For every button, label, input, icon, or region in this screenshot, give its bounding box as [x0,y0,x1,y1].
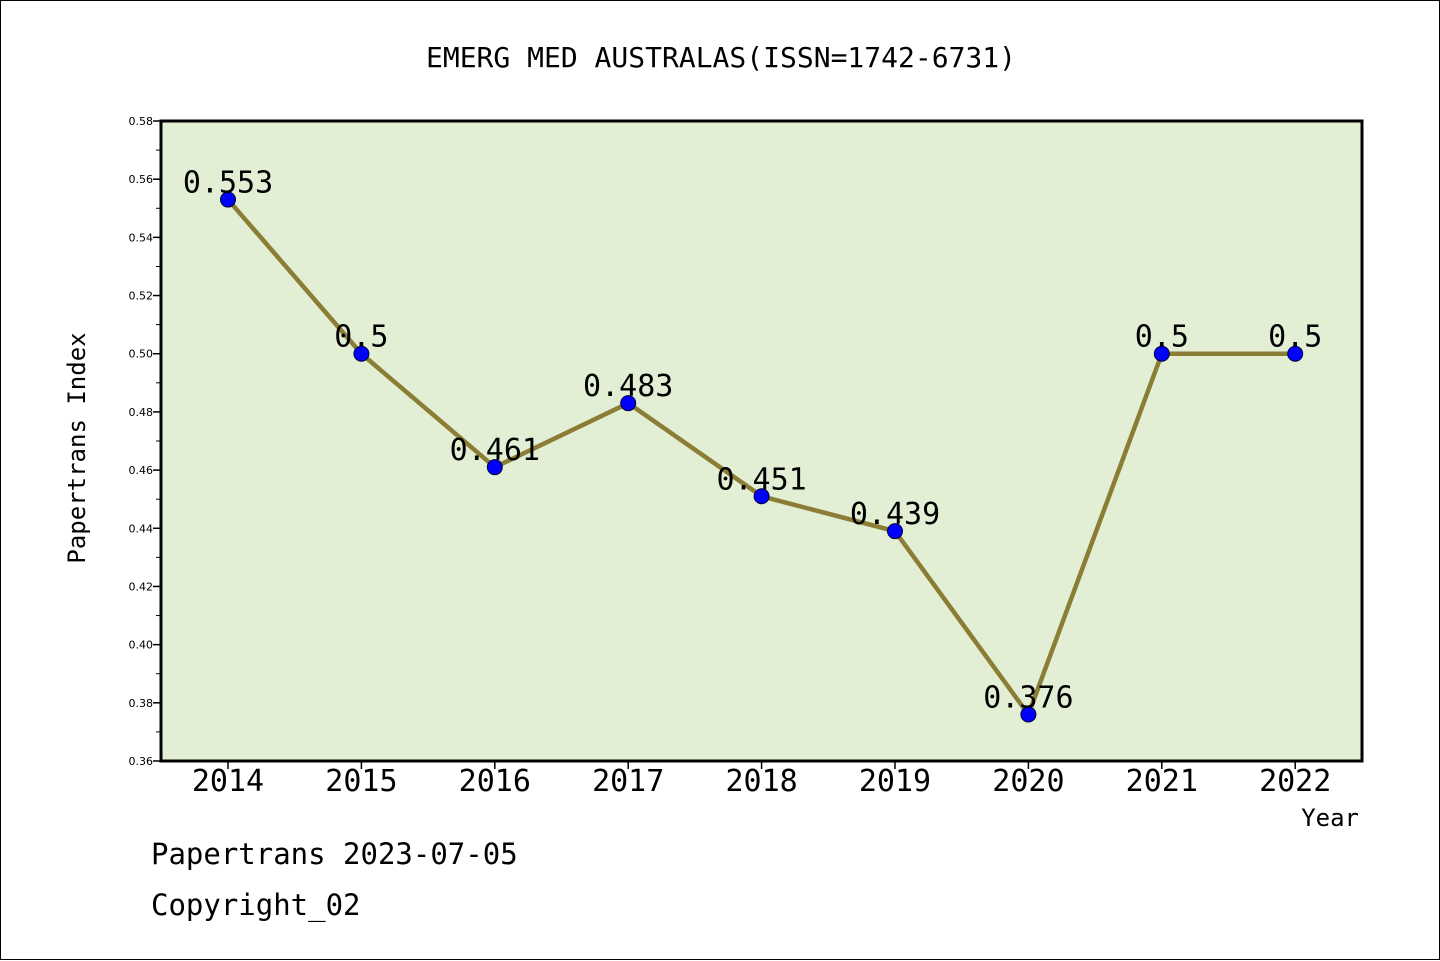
footer-date: Papertrans 2023-07-05 [151,837,518,871]
data-point [887,523,903,540]
plot-area [159,119,1364,763]
data-label: 0.5 [1268,320,1322,355]
x-axis-label: Year [1301,804,1359,832]
x-tick-label: 2022 [1259,764,1331,799]
data-label: 0.461 [450,433,540,468]
y-axis-label: Papertrans Index [63,332,91,563]
x-tick-label: 2018 [725,764,797,799]
data-label: 0.5 [1135,320,1189,355]
data-point [620,395,637,412]
footer-copyright: Copyright_02 [151,888,361,923]
data-point [220,191,236,208]
y-tick-label: 0.50 [129,348,154,361]
y-tick-label: 0.58 [129,115,154,128]
data-point [486,459,503,476]
data-point [1287,345,1304,362]
data-point [353,345,370,362]
y-tick-label: 0.52 [129,290,154,303]
x-tick-label: 2019 [859,764,931,799]
series-points [220,191,1304,723]
y-tick-label: 0.40 [129,639,154,652]
x-tick-label: 2014 [192,764,264,799]
x-tick-label: 2015 [325,764,397,799]
data-label: 0.439 [850,497,940,532]
data-point [1153,345,1170,362]
x-tick-label: 2016 [459,764,531,799]
y-tick-label: 0.48 [129,406,154,419]
y-tick-label: 0.46 [129,464,154,477]
x-tick-label: 2020 [992,764,1064,799]
y-tick-label: 0.36 [129,755,154,768]
x-axis: 2014 2015 2016 2017 2018 2019 2020 2021 2022 [192,761,1331,799]
x-tick-label: 2021 [1126,764,1198,799]
data-label: 0.5 [334,320,388,355]
data-label: 0.483 [583,369,673,404]
y-axis: 0.36 0.38 0.40 0.42 0.44 0.46 0.48 0.50 0.52 0.54… [129,115,161,768]
data-labels: 0.553 0.5 0.461 0.483 0.451 0.439 0.376 0.5 0.5 [183,166,1322,716]
y-tick-label: 0.56 [129,173,154,186]
y-tick-label: 0.44 [129,522,154,535]
chart-title: EMERG MED AUSTRALAS(ISSN=1742-6731) [426,41,1016,74]
y-tick-label: 0.38 [129,697,154,710]
x-tick-label: 2017 [592,764,664,799]
y-tick-label: 0.42 [129,580,154,593]
data-point [753,488,770,505]
data-label: 0.451 [716,462,806,497]
data-label: 0.553 [183,166,273,201]
data-label: 0.376 [983,680,1073,715]
y-tick-label: 0.54 [129,231,154,244]
data-point [1020,706,1037,723]
